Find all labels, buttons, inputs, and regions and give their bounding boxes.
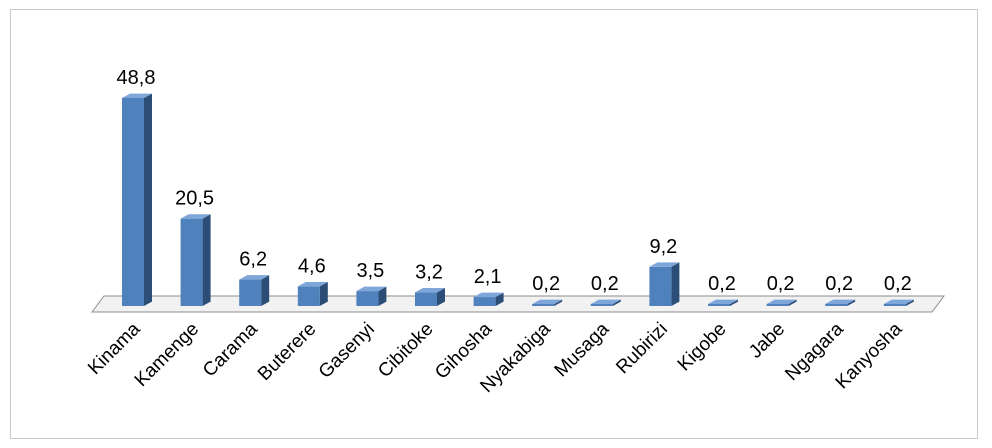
value-labels-layer: 48,8 20,5 6,2 4,6 3,5 3,2 2,1 0,2 0,2 9,2 0,2 0,2 0,… [117, 67, 912, 295]
bar-side [847, 299, 856, 306]
bar [708, 299, 738, 306]
bar-top [532, 299, 563, 304]
bar-side [554, 299, 563, 306]
chart-floor [91, 295, 945, 313]
bar-front [649, 266, 672, 306]
bar-front [415, 292, 437, 306]
value-label: 0,2 [884, 273, 912, 295]
bar-front [883, 304, 906, 306]
bar-side [495, 292, 504, 306]
bar-front [590, 304, 613, 306]
bar-front [473, 297, 496, 306]
value-label: 20,5 [175, 188, 214, 210]
bar-top [180, 214, 211, 219]
bar-top [297, 281, 328, 287]
category-label: Cibitoke [374, 319, 437, 382]
bar-front [180, 218, 203, 306]
bar [356, 286, 387, 306]
bar-side [730, 299, 738, 306]
bar-top [122, 93, 152, 98]
bar-side [319, 281, 328, 306]
value-label: 2,1 [474, 266, 502, 288]
category-label: Buterere [254, 319, 320, 385]
value-label: 0,2 [767, 273, 795, 295]
bar [883, 299, 914, 306]
bar-side [612, 299, 621, 306]
value-label: 48,8 [117, 67, 156, 89]
bar [590, 299, 621, 306]
bar-top [883, 299, 914, 304]
bar-front [532, 304, 555, 306]
bars-layer [122, 93, 914, 306]
value-label: 0,2 [591, 273, 619, 295]
category-label: Rubirizi [612, 319, 672, 379]
bar-front [708, 304, 730, 306]
value-label: 4,6 [298, 255, 326, 277]
bar-top [239, 275, 270, 280]
bar-side [905, 299, 914, 306]
bar-side [144, 93, 152, 306]
bar [239, 275, 270, 306]
bar-top [473, 292, 504, 298]
bar-side [378, 286, 387, 306]
bar-front [122, 98, 144, 306]
category-label: Musaga [551, 318, 614, 381]
category-labels-layer: KinamaKamengeCaramaButerereGasenyiCibito… [84, 318, 907, 397]
bar-front [825, 304, 848, 306]
value-label: 3,5 [356, 260, 384, 282]
bar-top [825, 299, 856, 304]
bar-top [708, 299, 738, 304]
bar-side [261, 275, 270, 306]
bar-front [356, 291, 379, 306]
bar-side [671, 262, 680, 306]
bar [415, 287, 445, 306]
value-label: 0,2 [532, 273, 560, 295]
category-label: Kigobe [674, 319, 731, 376]
value-label: 6,2 [239, 249, 267, 271]
value-label: 0,2 [825, 273, 853, 295]
bar-side [202, 214, 211, 306]
bar [766, 299, 797, 306]
bar-side [788, 299, 797, 306]
bar-top [415, 287, 445, 293]
value-label: 9,2 [649, 236, 677, 258]
category-label: Jabe [745, 319, 789, 363]
bar-front [766, 304, 789, 306]
category-label: Carama [199, 318, 262, 381]
bar-front [239, 279, 262, 306]
chart-frame [10, 9, 978, 439]
bar-front [297, 286, 320, 306]
category-label: Gasenyi [315, 319, 379, 383]
bar [297, 281, 328, 306]
bar [473, 292, 504, 306]
value-label: 3,2 [415, 261, 443, 283]
value-label: 0,2 [708, 273, 736, 295]
bar-top [356, 286, 387, 292]
bar [825, 299, 856, 306]
bar-top [590, 299, 621, 304]
category-label: Kamenge [131, 319, 203, 391]
bar [180, 214, 211, 306]
bar-top [766, 299, 797, 304]
bar [532, 299, 563, 306]
chart-floor-layer [91, 295, 945, 313]
bar-side [437, 287, 445, 306]
bar-top [649, 262, 680, 267]
bar [122, 93, 152, 306]
bar [649, 262, 680, 306]
